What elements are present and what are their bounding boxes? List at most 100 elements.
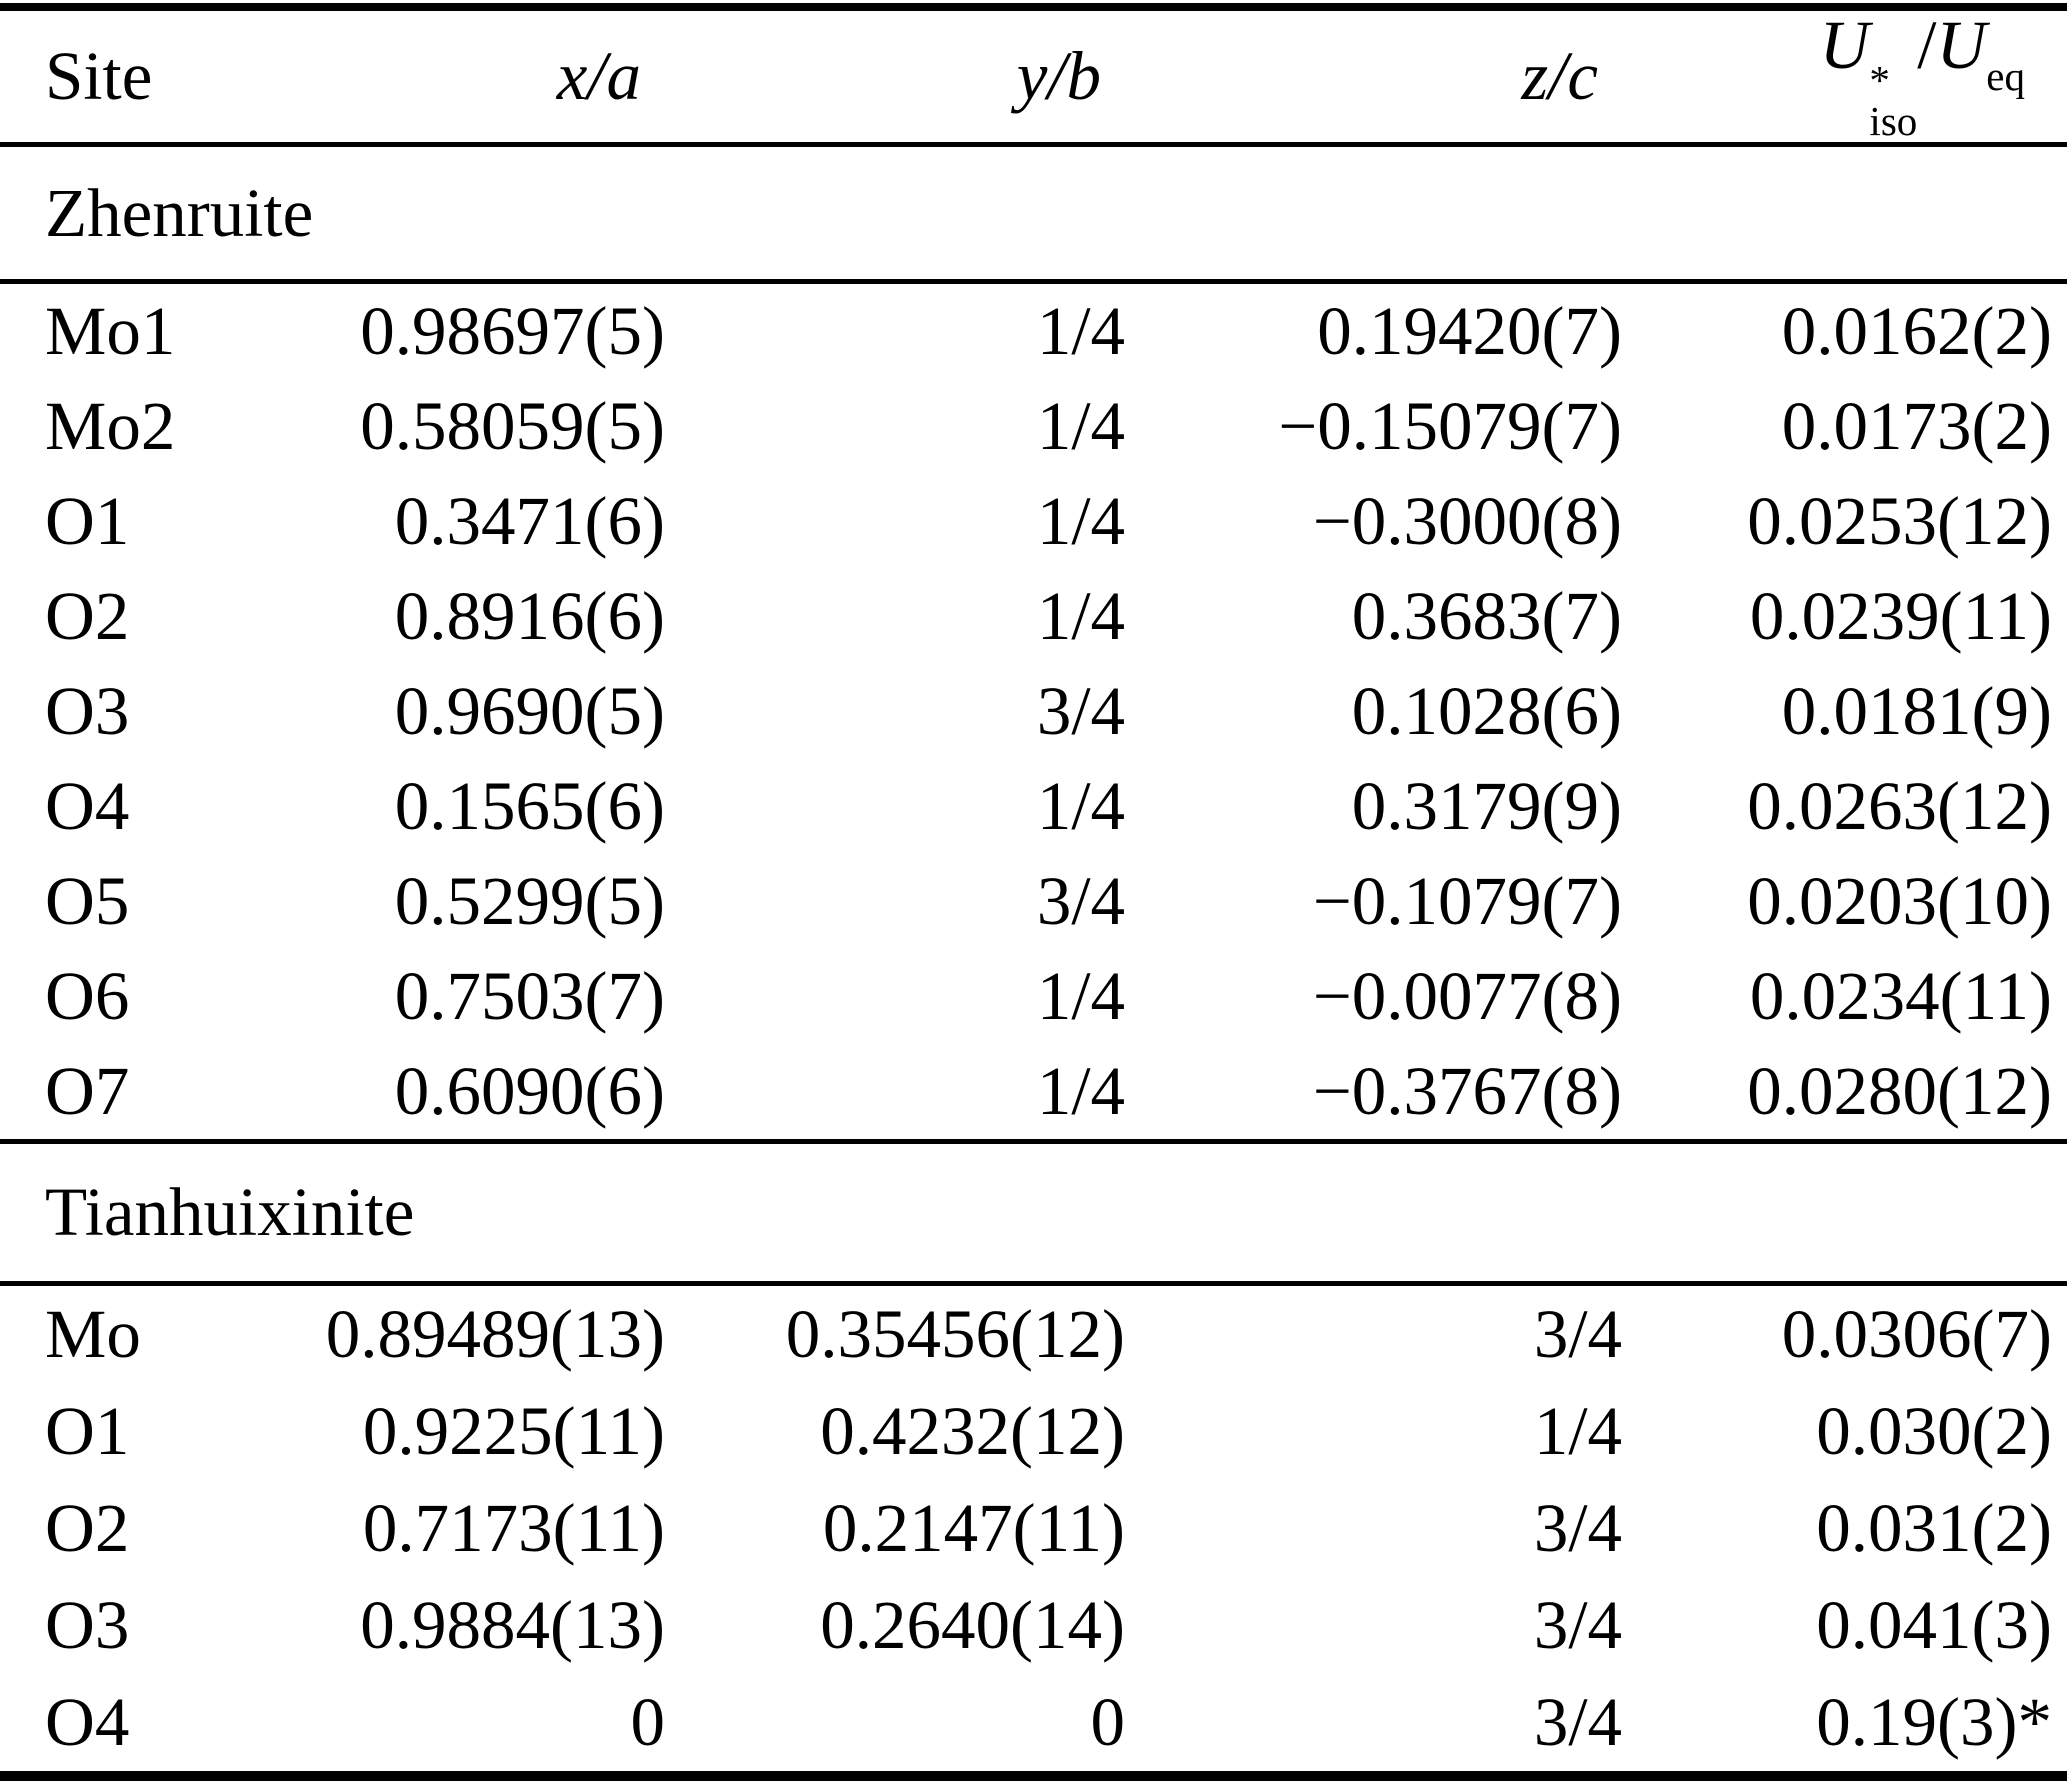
u-cell: 0.0173(2) — [1781, 388, 2052, 464]
table-row: Mo 0.89489(13) 0.35456(12) 3/4 0.0306(7) — [0, 1286, 2067, 1383]
yb-cell: 1/4 — [1036, 578, 1125, 654]
site-cell: O2 — [45, 1490, 130, 1566]
xa-cell: 0.3471(6) — [394, 483, 665, 559]
column-header-site: Site — [45, 38, 153, 114]
zc-cell: −0.15079(7) — [1278, 388, 1622, 464]
zc-cell: 0.1028(6) — [1351, 673, 1622, 749]
zhenruite-rows: Mo1 0.98697(5) 1/4 0.19420(7) 0.0162(2) … — [0, 284, 2067, 1139]
u-cell: 0.0234(11) — [1749, 958, 2052, 1034]
site-cell: Mo1 — [45, 293, 176, 369]
site-cell: O6 — [45, 958, 130, 1034]
u-cell: 0.0181(9) — [1781, 673, 2052, 749]
xa-cell: 0.98697(5) — [360, 293, 665, 369]
zc-cell: −0.3000(8) — [1312, 483, 1622, 559]
yb-cell: 1/4 — [1036, 293, 1125, 369]
yb-cell: 0.2147(11) — [822, 1490, 1125, 1566]
xa-cell: 0.5299(5) — [394, 863, 665, 939]
site-cell: O4 — [45, 1684, 130, 1760]
yb-cell: 0.4232(12) — [820, 1393, 1125, 1469]
top-rule — [0, 3, 2067, 11]
yb-cell: 3/4 — [1036, 863, 1125, 939]
zc-cell: 1/4 — [1533, 1393, 1622, 1469]
u-cell: 0.19(3)* — [1816, 1684, 2052, 1760]
site-cell: O1 — [45, 483, 130, 559]
xa-cell: 0.7173(11) — [362, 1490, 665, 1566]
section-title-text: Tianhuixinite — [45, 1174, 415, 1250]
table-row: O3 0.9690(5) 3/4 0.1028(6) 0.0181(9) — [0, 664, 2067, 759]
table-row: O7 0.6090(6) 1/4 −0.3767(8) 0.0280(12) — [0, 1044, 2067, 1139]
site-cell: Mo2 — [45, 388, 176, 464]
zc-cell: 3/4 — [1533, 1587, 1622, 1663]
xa-cell: 0.9225(11) — [362, 1393, 665, 1469]
column-header-zc: z/c — [1521, 38, 1598, 114]
zc-cell: 3/4 — [1533, 1490, 1622, 1566]
u-subscript-eq: eq — [1986, 53, 2025, 99]
yb-cell: 1/4 — [1036, 388, 1125, 464]
xa-cell: 0.89489(13) — [325, 1296, 665, 1372]
site-cell: O5 — [45, 863, 130, 939]
zc-cell: 0.3683(7) — [1351, 578, 1622, 654]
site-cell: O3 — [45, 673, 130, 749]
section-title-text: Zhenruite — [45, 174, 314, 251]
u-cell: 0.0263(12) — [1747, 768, 2052, 844]
u-cell: 0.0239(11) — [1749, 578, 2052, 654]
xa-cell: 0.9690(5) — [394, 673, 665, 749]
u-cell: 0.031(2) — [1816, 1490, 2052, 1566]
table-row: O4 0 0 3/4 0.19(3)* — [0, 1674, 2067, 1771]
yb-cell: 1/4 — [1036, 483, 1125, 559]
zc-cell: 3/4 — [1533, 1296, 1622, 1372]
site-cell: O4 — [45, 768, 130, 844]
u-symbol: U — [1819, 7, 1870, 83]
table-row: O2 0.8916(6) 1/4 0.3683(7) 0.0239(11) — [0, 569, 2067, 664]
header-row: Site x/a y/b z/c U * iso/Ueq — [0, 11, 2067, 142]
yb-cell: 3/4 — [1036, 673, 1125, 749]
u-sup-sub-stack: * iso — [1869, 60, 1917, 142]
column-header-uiso-ueq: U * iso/Ueq — [1622, 11, 2067, 142]
u-superscript-star: * — [1869, 57, 1890, 103]
table-row: O3 0.9884(13) 0.2640(14) 3/4 0.041(3) — [0, 1577, 2067, 1674]
bottom-rule — [0, 1771, 2067, 1781]
site-cell: O2 — [45, 578, 130, 654]
u-cell: 0.0306(7) — [1781, 1296, 2052, 1372]
site-cell: O3 — [45, 1587, 130, 1663]
section-rule-zhenruite — [0, 279, 2067, 284]
xa-cell: 0 — [630, 1684, 666, 1760]
xa-cell: 0.9884(13) — [360, 1587, 665, 1663]
yb-cell: 0 — [1090, 1684, 1126, 1760]
zc-cell: −0.0077(8) — [1312, 958, 1622, 1034]
zc-cell: 0.3179(9) — [1351, 768, 1622, 844]
zc-cell: −0.1079(7) — [1312, 863, 1622, 939]
u-slash: / — [1917, 7, 1937, 83]
zc-cell: 0.19420(7) — [1317, 293, 1622, 369]
u-cell: 0.0162(2) — [1781, 293, 2052, 369]
tianhuixinite-rows: Mo 0.89489(13) 0.35456(12) 3/4 0.0306(7)… — [0, 1286, 2067, 1771]
yb-cell: 1/4 — [1036, 1053, 1125, 1129]
site-cell: Mo — [45, 1296, 141, 1372]
u-cell: 0.0280(12) — [1747, 1053, 2052, 1129]
xa-cell: 0.58059(5) — [360, 388, 665, 464]
yb-cell: 1/4 — [1036, 958, 1125, 1034]
column-header-yb: y/b — [1016, 38, 1101, 114]
section-title-tianhuixinite: Tianhuixinite — [0, 1144, 2067, 1281]
table-row: O4 0.1565(6) 1/4 0.3179(9) 0.0263(12) — [0, 759, 2067, 854]
table-row: Mo1 0.98697(5) 1/4 0.19420(7) 0.0162(2) — [0, 284, 2067, 379]
u-cell: 0.041(3) — [1816, 1587, 2052, 1663]
xa-cell: 0.1565(6) — [394, 768, 665, 844]
table-row: O2 0.7173(11) 0.2147(11) 3/4 0.031(2) — [0, 1480, 2067, 1577]
table-row: O1 0.3471(6) 1/4 −0.3000(8) 0.0253(12) — [0, 474, 2067, 569]
section-title-zhenruite: Zhenruite — [0, 147, 2067, 279]
u-cell: 0.0253(12) — [1747, 483, 2052, 559]
section-rule-tianhuixinite — [0, 1281, 2067, 1286]
site-cell: O1 — [45, 1393, 130, 1469]
zc-cell: −0.3767(8) — [1312, 1053, 1622, 1129]
u-symbol-2: U — [1936, 7, 1987, 83]
header-rule — [0, 142, 2067, 147]
yb-cell: 0.2640(14) — [820, 1587, 1125, 1663]
zc-cell: 3/4 — [1533, 1684, 1622, 1760]
table-row: O6 0.7503(7) 1/4 −0.0077(8) 0.0234(11) — [0, 949, 2067, 1044]
section-rule-pre-tianhuixinite — [0, 1139, 2067, 1144]
xa-cell: 0.8916(6) — [394, 578, 665, 654]
table-row: Mo2 0.58059(5) 1/4 −0.15079(7) 0.0173(2) — [0, 379, 2067, 474]
xa-cell: 0.7503(7) — [394, 958, 665, 1034]
